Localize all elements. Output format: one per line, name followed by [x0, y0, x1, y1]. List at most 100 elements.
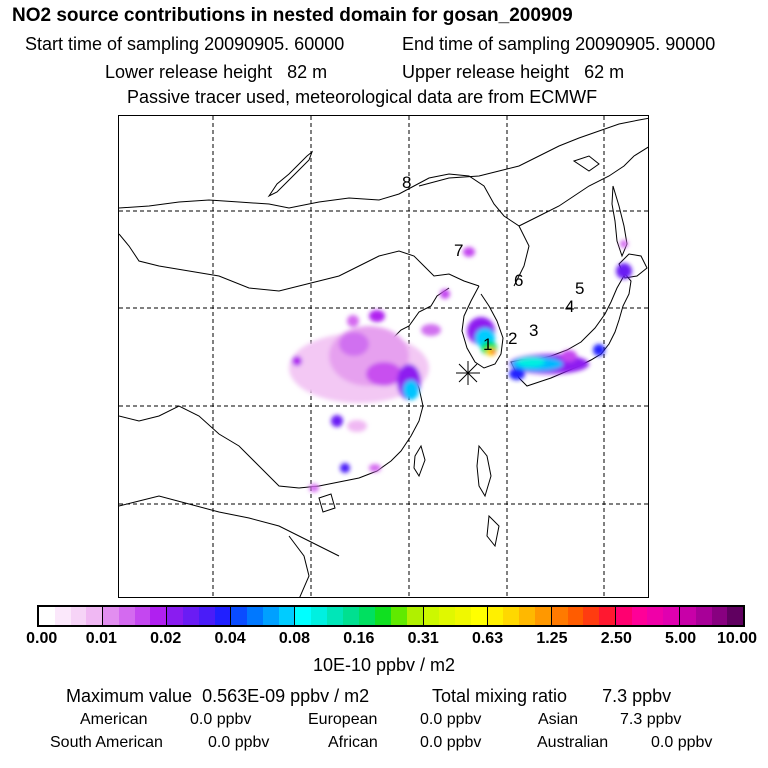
colorbar-segment: [487, 607, 552, 625]
colorbar-segment: [679, 607, 744, 625]
lower-release-label: Lower release height: [105, 62, 273, 82]
max-value: Maximum value 0.563E-09 ppbv / m2: [66, 686, 369, 707]
total-mixing: Total mixing ratio 7.3 ppbv: [432, 686, 671, 707]
region-african-name: African: [328, 734, 378, 751]
start-time: Start time of sampling 20090905. 60000: [25, 34, 344, 55]
colorbar-swatch: [535, 607, 551, 625]
colorbar-tick-label: 1.25: [536, 630, 568, 647]
region-australian-name: Australian: [537, 734, 609, 751]
colorbar-swatch: [599, 607, 615, 625]
colorbar-tick-label: 0.00: [26, 630, 58, 647]
colorbar-swatch: [487, 607, 504, 625]
colorbar: [37, 605, 745, 627]
colorbar-swatch: [359, 607, 376, 625]
max-value-label: Maximum value: [66, 686, 193, 706]
colorbar-swatch: [375, 607, 392, 625]
colorbar-swatch: [326, 607, 343, 625]
coastlines: [119, 117, 648, 597]
region-south-american-value: 0.0 ppbv: [208, 734, 270, 751]
colorbar-swatch: [39, 607, 55, 625]
colorbar-swatch: [70, 607, 87, 625]
colorbar-swatch: [295, 607, 312, 625]
region-african-value: 0.0 ppbv: [420, 734, 482, 751]
colorbar-swatch: [583, 607, 600, 625]
plot-title: NO2 source contributions in nested domai…: [12, 5, 573, 26]
colorbar-swatch: [167, 607, 183, 625]
colorbar-swatch: [391, 607, 407, 625]
colorbar-swatch: [134, 607, 151, 625]
region-australian-value: 0.0 ppbv: [651, 734, 713, 751]
colorbar-swatch: [86, 607, 103, 625]
region-american-name: American: [80, 711, 148, 728]
colorbar-segment: [551, 607, 616, 625]
colorbar-swatch: [54, 607, 71, 625]
max-value-number: 0.563E-09 ppbv / m2: [202, 686, 370, 706]
colorbar-swatch: [727, 607, 744, 625]
colorbar-segment: [39, 607, 104, 625]
colorbar-swatch: [519, 607, 535, 625]
colorbar-swatch: [631, 607, 648, 625]
map-canvas: 8 7 6 5 4 3 2 1: [119, 116, 648, 597]
colorbar-swatch: [567, 607, 584, 625]
colorbar-segment: [423, 607, 488, 625]
colorbar-tick-label: 0.31: [407, 630, 439, 647]
tracer-note: Passive tracer used, meteorological data…: [127, 87, 598, 107]
lower-release-value: 82 m: [287, 62, 328, 82]
colorbar-tick-label: 5.00: [665, 630, 697, 647]
colorbar-tick-label: 10.00: [716, 630, 758, 647]
colorbar-swatch: [231, 607, 248, 625]
colorbar-swatch: [711, 607, 728, 625]
map-label-1: 1: [483, 335, 492, 354]
colorbar-tick-label: 0.04: [214, 630, 246, 647]
region-european-value: 0.0 ppbv: [420, 711, 482, 728]
start-time-label: Start time of sampling: [25, 34, 200, 54]
region-asian-name: Asian: [538, 711, 579, 728]
region-european-name: European: [308, 711, 378, 728]
region-asian-value: 7.3 ppbv: [620, 711, 682, 728]
colorbar-swatch: [103, 607, 119, 625]
colorbar-segment: [295, 607, 360, 625]
colorbar-swatch: [342, 607, 359, 625]
colorbar-tick-label: 2.50: [600, 630, 632, 647]
end-time: End time of sampling 20090905. 90000: [402, 34, 715, 55]
region-south-american-name: South American: [50, 734, 163, 751]
colorbar-swatch: [503, 607, 520, 625]
colorbar-swatch: [150, 607, 167, 625]
map-label-5: 5: [575, 279, 584, 298]
end-time-value: 20090905. 90000: [575, 34, 716, 54]
upper-release-value: 62 m: [584, 62, 625, 82]
map-label-4: 4: [565, 297, 574, 316]
colorbar-tick-label: 0.08: [278, 630, 311, 647]
colorbar-tick-label: 0.16: [343, 630, 375, 647]
colorbar-swatch: [663, 607, 679, 625]
colorbar-swatch: [615, 607, 632, 625]
colorbar-segment: [231, 607, 296, 625]
region-american-value: 0.0 ppbv: [190, 711, 252, 728]
map-label-3: 3: [529, 321, 538, 340]
map-panel: 8 7 6 5 4 3 2 1: [118, 115, 649, 598]
colorbar-swatch: [455, 607, 471, 625]
map-grid: [119, 116, 648, 597]
upper-release: Upper release height 62 m: [402, 62, 624, 83]
colorbar-swatch: [182, 607, 199, 625]
total-mixing-label: Total mixing ratio: [432, 686, 568, 706]
colorbar-tick-label: 0.63: [471, 630, 504, 647]
colorbar-swatch: [262, 607, 279, 625]
colorbar-swatch: [470, 607, 487, 625]
colorbar-swatch: [695, 607, 712, 625]
colorbar-swatch: [311, 607, 327, 625]
colorbar-segment: [359, 607, 424, 625]
end-time-label: End time of sampling: [402, 34, 571, 54]
map-label-2: 2: [508, 329, 517, 348]
colorbar-swatch: [679, 607, 696, 625]
colorbar-swatch: [278, 607, 295, 625]
colorbar-swatch: [439, 607, 456, 625]
colorbar-swatch: [406, 607, 423, 625]
colorbar-segment: [167, 607, 232, 625]
colorbar-segment: [615, 607, 680, 625]
colorbar-swatch: [423, 607, 440, 625]
colorbar-swatch: [214, 607, 231, 625]
colorbar-segment: [103, 607, 168, 625]
total-mixing-value: 7.3 ppbv: [602, 686, 672, 706]
concentration-field: [289, 240, 632, 492]
